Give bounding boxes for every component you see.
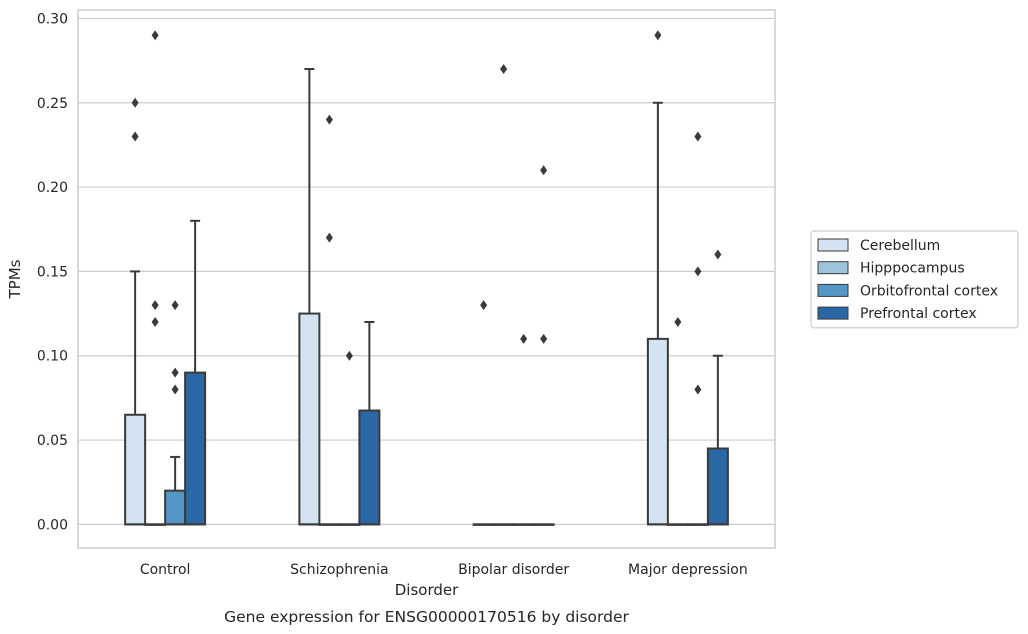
x-tick-label: Control	[140, 562, 191, 578]
box-prefrontal-cortex-3	[706, 249, 729, 526]
box-orbitofrontal-cortex-0	[164, 300, 187, 526]
legend-frame	[810, 230, 1019, 329]
outlier-point	[345, 350, 353, 361]
outlier-point	[171, 300, 179, 311]
box	[164, 489, 187, 526]
legend-label: Cerebellum	[860, 238, 940, 254]
box-cerebellum-3	[646, 30, 669, 526]
x-axis-label: Disorder	[395, 581, 459, 599]
outlier-point	[151, 30, 159, 41]
outlier-point	[325, 232, 333, 243]
chart-caption: Gene expression for ENSG00000170516 by d…	[224, 608, 629, 626]
x-tick-labels: Control Schizophrenia Bipolar disorder Majo…	[140, 562, 748, 578]
outlier-point	[480, 300, 488, 311]
box-cerebellum-0	[124, 97, 147, 526]
y-tick-label: 0.30	[37, 11, 68, 27]
outlier-point	[694, 131, 702, 142]
x-tick-label: Major depression	[628, 562, 748, 578]
outlier-point	[500, 64, 508, 75]
x-tick-label: Schizophrenia	[290, 562, 388, 578]
legend-label: Hipppocampus	[860, 261, 965, 277]
outlier-point	[694, 384, 702, 395]
legend: Cerebellum Hipppocampus Orbitofrontal cort…	[810, 230, 1019, 329]
outlier-point	[171, 384, 179, 395]
legend-swatch	[817, 261, 849, 275]
outlier-point	[171, 367, 179, 378]
outlier-point	[131, 131, 139, 142]
plot-frame	[77, 9, 776, 549]
legend-swatch	[817, 306, 849, 320]
outlier-point	[654, 30, 662, 41]
y-tick-labels: 0.00 0.05 0.10 0.15 0.20 0.25 0.30	[37, 11, 68, 533]
legend-label: Orbitofrontal cortex	[860, 283, 998, 299]
outlier-point	[325, 114, 333, 125]
outlier-point	[151, 317, 159, 328]
outlier-point	[520, 333, 528, 344]
outlier-point	[540, 333, 548, 344]
box	[646, 337, 669, 526]
box	[298, 312, 321, 526]
legend-label: Prefrontal cortex	[860, 306, 977, 322]
box-prefrontal-cortex-2	[532, 165, 555, 526]
box	[358, 409, 381, 526]
legend-swatch	[817, 238, 849, 252]
y-tick-label: 0.05	[37, 433, 68, 449]
box	[124, 413, 147, 526]
outlier-point	[151, 300, 159, 311]
x-tick-label: Bipolar disorder	[458, 562, 569, 578]
box-prefrontal-cortex-0	[184, 219, 207, 526]
outlier-point	[674, 317, 682, 328]
y-axis-label: TPMs	[6, 259, 24, 299]
y-tick-label: 0.00	[37, 517, 68, 533]
box	[706, 447, 729, 526]
outlier-point	[714, 249, 722, 260]
box-prefrontal-cortex-1	[358, 321, 381, 526]
y-tick-label: 0.10	[37, 349, 68, 365]
box-cerebellum-1	[298, 68, 321, 526]
y-tick-label: 0.25	[37, 96, 68, 112]
outlier-point	[694, 266, 702, 277]
y-tick-label: 0.15	[37, 264, 68, 280]
box-groups	[124, 30, 729, 526]
y-tick-label: 0.20	[37, 180, 68, 196]
box-hipppocampus-0	[144, 30, 167, 526]
box-hipppocampus-3	[666, 317, 689, 526]
outlier-point	[131, 97, 139, 108]
box-orbitofrontal-cortex-3	[686, 131, 709, 526]
outlier-point	[540, 165, 548, 176]
legend-swatch	[817, 283, 849, 297]
box	[184, 371, 207, 526]
